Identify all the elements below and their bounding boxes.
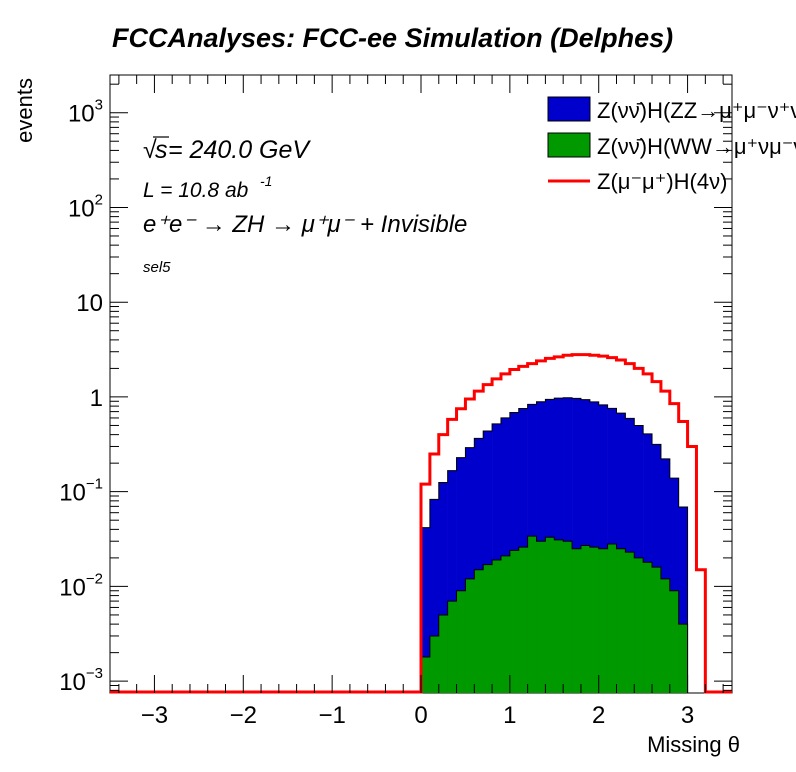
x-tick-label-3: 0 xyxy=(414,702,427,729)
bar-ww-7 xyxy=(483,564,493,693)
bar-zz-1 xyxy=(429,499,440,693)
bar-zz-28 xyxy=(669,478,679,693)
y-tick-label-4: 10 xyxy=(76,290,103,317)
x-tick-labels: −3 −2 −1 0 1 2 3 xyxy=(141,702,695,729)
x-tick-label-4: 1 xyxy=(503,702,516,729)
bar-ww-24 xyxy=(634,557,644,693)
lumi-base: L = 10.8 ab xyxy=(143,179,249,202)
process-annotation: e⁺e⁻ → ZH → μ⁺μ⁻ + Invisible xyxy=(143,211,467,238)
y-tick-label-2: 10−1 xyxy=(59,476,103,507)
bar-ww-19 xyxy=(589,547,600,693)
bar-ww-23 xyxy=(625,552,635,693)
x-tick-label-1: −2 xyxy=(230,702,257,729)
axis-ticks xyxy=(110,75,732,693)
bar-ww-1 xyxy=(429,635,440,693)
bar-ww-5 xyxy=(465,578,475,693)
bar-ww-22 xyxy=(616,548,626,693)
chart-title: FCCAnalyses: FCC-ee Simulation (Delphes) xyxy=(112,23,673,53)
y-tick-label-3: 1 xyxy=(90,385,103,412)
luminosity-annotation: L = 10.8 ab -1 xyxy=(143,173,272,202)
bar-ww-13 xyxy=(536,541,546,693)
bar-ww-12 xyxy=(527,536,537,693)
bar-zz-8 xyxy=(492,423,502,693)
outline-zz xyxy=(420,397,706,694)
bar-ww-2 xyxy=(438,614,448,693)
x-tick-label-2: −1 xyxy=(318,702,345,729)
bar-ww-17 xyxy=(572,548,582,693)
bar-ww-8 xyxy=(492,560,502,693)
bar-zz-29 xyxy=(678,506,688,693)
bar-ww-10 xyxy=(509,550,520,693)
energy-s: s xyxy=(155,136,168,164)
bar-zz-0 xyxy=(421,527,431,693)
outline-ww xyxy=(420,535,706,694)
x-axis-label: Missing θ xyxy=(647,732,740,757)
bar-ww-27 xyxy=(660,578,671,693)
y-tick-label-5: 102 xyxy=(68,191,103,222)
y-tick-label-1: 10−2 xyxy=(59,570,103,601)
bar-ww-16 xyxy=(563,541,573,693)
sqrt-symbol: √ xyxy=(143,136,157,164)
bar-ww-9 xyxy=(500,555,511,693)
bar-ww-0 xyxy=(421,656,431,693)
bar-zz-17 xyxy=(572,398,582,693)
selection-annotation: sel5 xyxy=(143,259,171,276)
legend-swatch-zz xyxy=(547,96,591,122)
x-tick-label-6: 3 xyxy=(681,702,694,729)
bar-zz-4 xyxy=(456,457,466,693)
y-axis-label: events xyxy=(12,78,37,143)
histogram-layer xyxy=(110,353,732,694)
energy-text: = 240.0 GeV xyxy=(168,136,311,164)
bar-ww-25 xyxy=(643,562,653,693)
legend-label-ww: Z(νν̄)H(WW→μ⁺νμ⁻ν̄) xyxy=(597,134,796,159)
bar-ww-20 xyxy=(598,548,608,693)
bar-ww-21 xyxy=(607,544,617,693)
bar-zz-27 xyxy=(660,458,671,693)
bar-ww-3 xyxy=(447,601,457,693)
bar-ww-29 xyxy=(678,624,688,693)
bar-zz-5 xyxy=(465,447,475,693)
y-tick-labels: 10−3 10−2 10−1 1 10 102 103 xyxy=(59,97,103,696)
bar-zz-6 xyxy=(474,438,484,693)
x-tick-label-5: 2 xyxy=(592,702,605,729)
bar-ww-26 xyxy=(652,567,662,693)
line-4nu xyxy=(110,353,732,694)
legend-swatch-ww xyxy=(547,132,591,158)
bar-ww-15 xyxy=(554,539,564,693)
bar-zz-2 xyxy=(438,482,448,693)
bar-ww-28 xyxy=(669,590,679,693)
x-tick-label-0: −3 xyxy=(141,702,168,729)
legend-label-zz: Z(νν̄)H(ZZ→μ⁺μ⁻ν⁺ν⁻) xyxy=(597,98,796,123)
bar-ww-14 xyxy=(545,537,555,693)
lumi-exponent: -1 xyxy=(260,173,272,189)
bar-ww-11 xyxy=(518,547,528,693)
bar-ww-4 xyxy=(456,590,466,693)
legend-label-4nu: Z(μ⁻μ⁺)H(4ν) xyxy=(597,169,727,194)
legend: Z(νν̄)H(ZZ→μ⁺μ⁻ν⁺ν⁻) Z(νν̄)H(WW→μ⁺νμ⁻ν̄)… xyxy=(547,96,796,194)
y-tick-label-6: 103 xyxy=(68,97,103,128)
y-tick-label-0: 10−3 xyxy=(59,665,103,696)
energy-annotation: √ s = 240.0 GeV xyxy=(143,136,311,164)
bar-zz-7 xyxy=(483,430,493,693)
bar-ww-18 xyxy=(580,545,591,693)
bar-ww-6 xyxy=(474,569,484,693)
bar-zz-3 xyxy=(447,470,457,693)
